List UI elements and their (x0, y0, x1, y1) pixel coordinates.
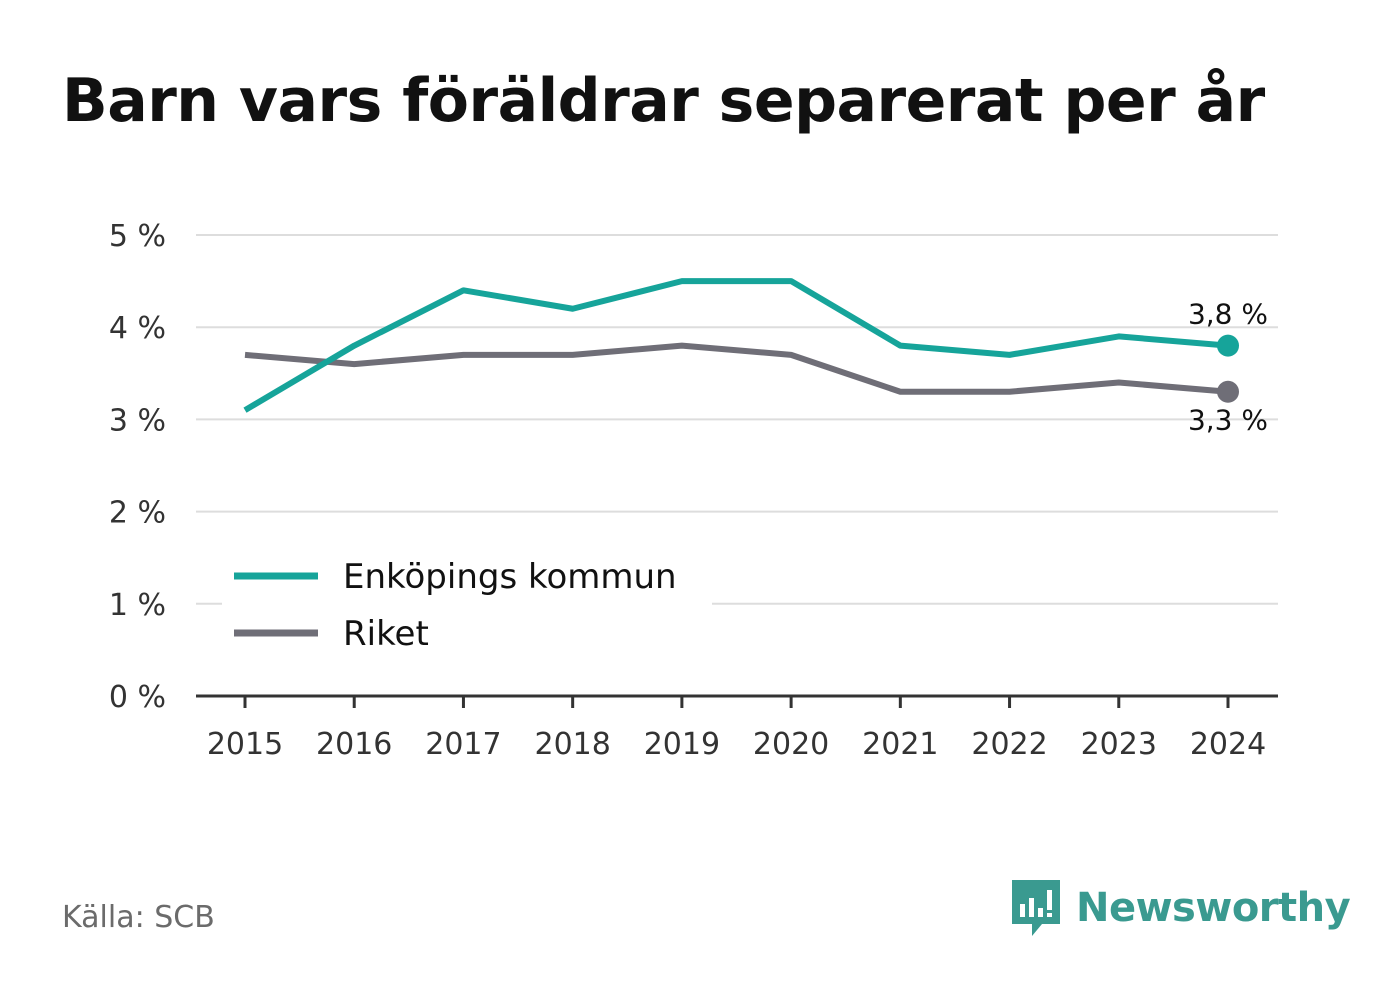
x-tick-label: 2018 (534, 727, 610, 762)
legend-label: Riket (343, 614, 429, 654)
end-labels: 3,8 % 3,3 % (1188, 298, 1268, 437)
series-line (244, 342, 1229, 395)
y-tick-label: 2 % (109, 496, 166, 531)
x-tick-label: 2021 (862, 727, 938, 762)
end-value-label: 3,3 % (1188, 404, 1268, 437)
x-tick-label: 2020 (753, 727, 829, 762)
brand-name: Newsworthy (1076, 885, 1351, 931)
newsworthy-logo-icon (1012, 880, 1060, 936)
y-axis-ticks: 0 % 1 % 2 % 3 % 4 % 5 % (109, 219, 166, 715)
legend: Enköpings kommun Riket (222, 546, 712, 658)
y-tick-label: 3 % (109, 403, 166, 438)
x-tick-label: 2017 (425, 727, 501, 762)
x-tick-label: 2022 (971, 727, 1047, 762)
legend-label: Enköpings kommun (343, 557, 677, 597)
x-tick-label: 2019 (644, 727, 720, 762)
series-end-point (1217, 334, 1239, 357)
line-chart: 0 %1 %2 %3 %4 %5 % 2015 2016 2017 2018 2019 2… (109, 219, 1278, 762)
y-tick-label: 4 % (109, 311, 166, 346)
legend-background (222, 546, 712, 658)
x-tick-label: 2015 (207, 727, 283, 762)
x-axis: 2015 2016 2017 2018 2019 2020 2021 2022 2023 2024 (196, 694, 1278, 762)
end-value-label: 3,8 % (1188, 298, 1268, 331)
series-lines (243, 278, 1239, 413)
y-tick-label: 0 % (109, 680, 166, 715)
x-tick-label: 2023 (1081, 727, 1157, 762)
x-tick-label: 2016 (316, 727, 392, 762)
source-note: Källa: SCB (62, 900, 215, 935)
brand-logo: Newsworthy (1010, 878, 1351, 938)
series-end-point (1217, 380, 1239, 403)
y-tick-label: 1 % (109, 588, 166, 623)
x-tick-label: 2024 (1190, 727, 1266, 762)
chart-title: Barn vars föräldrar separerat per år (62, 66, 1265, 136)
y-tick-label: 5 % (109, 219, 166, 254)
series-line (243, 278, 1229, 413)
